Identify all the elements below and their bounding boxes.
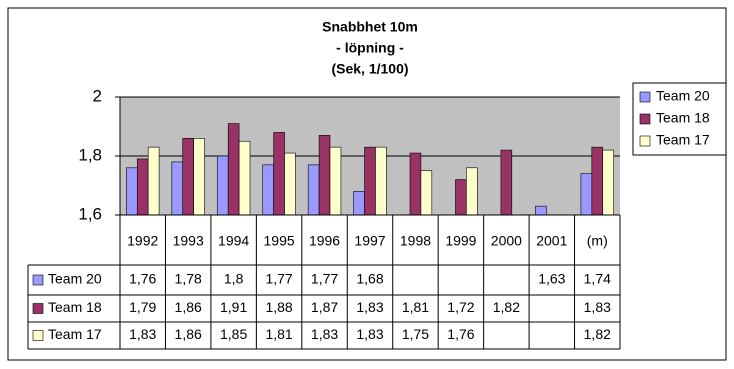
table-value: 1,83 [311,326,338,342]
table-value: 1,88 [265,299,292,315]
bar [307,164,320,216]
y-tick-label: 1,6 [78,204,102,223]
bar [136,158,149,216]
bar [409,152,422,216]
table-value: 1,82 [584,326,611,342]
x-tick-label: 1996 [309,233,340,249]
table-value: 1,81 [402,299,429,315]
row-label: Team 17 [48,326,102,342]
bar [602,149,614,216]
bar [227,123,240,216]
legend-label: Team 20 [656,88,710,104]
x-tick-label: 1997 [354,233,385,249]
table-value: 1,83 [356,326,383,342]
table-value: 1,91 [220,299,247,315]
bar [193,138,205,216]
y-tick-label: 2 [93,86,102,105]
bar [182,138,194,216]
bar [455,179,467,216]
legend-label: Team 17 [656,132,710,148]
table-value: 1,78 [175,271,202,287]
row-label: Team 18 [48,299,102,315]
bar [466,167,478,216]
bar [318,135,331,216]
bar [375,146,387,216]
table-value: 1,8 [224,271,244,287]
table-value: 1,82 [493,299,520,315]
x-tick-label: 1999 [445,233,476,249]
chart-title: - löpning - [336,40,404,56]
legend-key [32,274,44,286]
bar [500,149,513,216]
table-value: 1,72 [447,299,474,315]
bar [216,155,229,216]
chart-title: (Sek, 1/100) [331,61,408,77]
table-value: 1,81 [265,326,292,342]
row-label: Team 20 [48,271,102,287]
bar [580,173,593,216]
legend-key [639,91,651,103]
x-tick-label: 1998 [400,233,431,249]
table-value: 1,75 [402,326,429,342]
bar [329,146,342,216]
table-value: 1,83 [356,299,383,315]
table-value: 1,77 [265,271,292,287]
table-value: 1,76 [129,271,156,287]
table-value: 1,86 [175,326,202,342]
x-tick-label: 1992 [127,233,158,249]
table-value: 1,79 [129,299,156,315]
legend-key [639,135,651,147]
x-tick-label: 1994 [218,233,249,249]
bar [262,164,274,216]
legend-key [639,113,651,125]
x-tick-label: 1993 [173,233,204,249]
bar [420,170,433,216]
x-tick-label: 2000 [491,233,522,249]
legend-key [32,303,44,314]
table-value: 1,68 [356,271,383,287]
table-value: 1,77 [311,271,338,287]
bar [591,146,604,216]
table-value: 1,85 [220,326,247,342]
table-value: 1,87 [311,299,338,315]
bar [273,132,285,216]
legend-label: Team 18 [656,110,710,126]
bar [126,167,138,216]
table-value: 1,86 [175,299,202,315]
legend-key [32,330,44,341]
table-value: 1,74 [584,271,611,287]
x-tick-label: 1995 [264,233,295,249]
table-value: 1,63 [538,271,565,287]
chart-title: Snabbhet 10m [322,19,418,35]
x-tick-label: 2001 [536,233,567,249]
table-value: 1,83 [584,299,611,315]
y-tick-label: 1,8 [78,145,102,164]
bar [171,161,184,216]
bar [238,140,251,216]
bar [535,205,547,216]
bar [147,146,160,216]
table-value: 1,83 [129,326,156,342]
table-value: 1,76 [447,326,474,342]
bar [353,191,365,216]
x-tick-label: (m) [587,233,608,249]
bar [284,152,296,216]
bar [364,146,376,216]
